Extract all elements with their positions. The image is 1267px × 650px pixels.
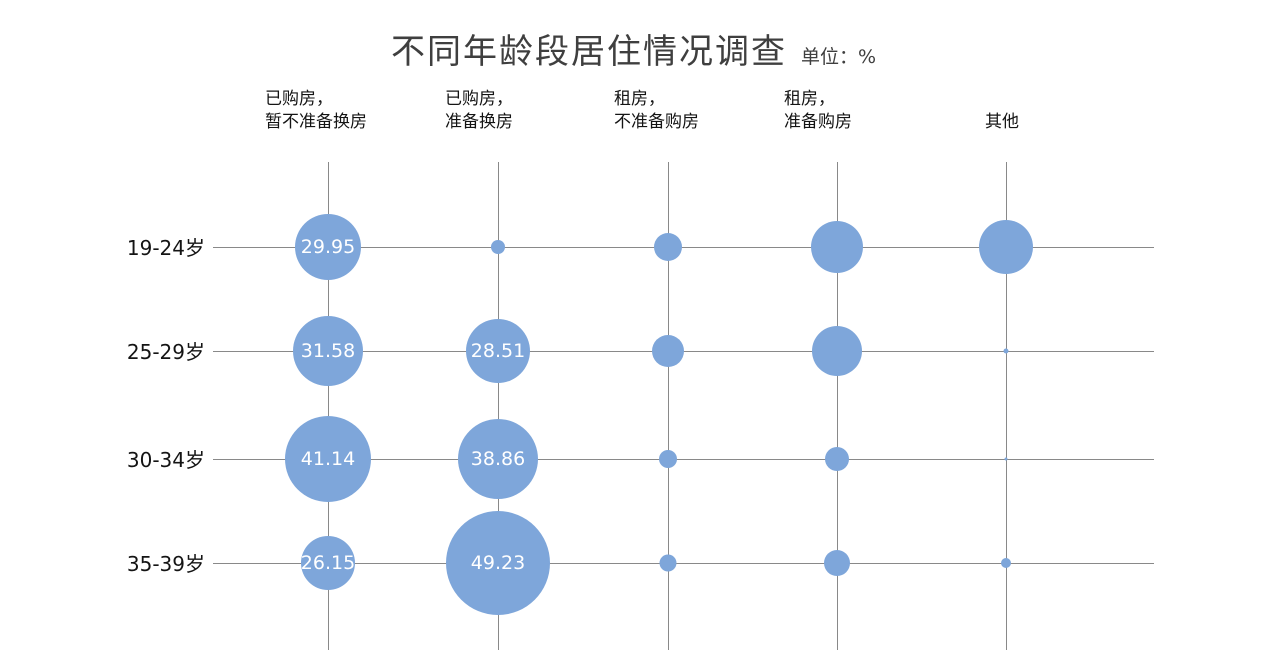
column-header-3: 租房， 不准备购房 bbox=[614, 88, 699, 134]
bubble-r2-c5 bbox=[1003, 348, 1009, 354]
column-header-line: 暂不准备换房 bbox=[265, 112, 367, 132]
horizontal-gridline-row-1 bbox=[213, 246, 1154, 248]
bubble-value-label: 26.15 bbox=[301, 552, 355, 574]
bubble-value-label: 49.23 bbox=[470, 552, 526, 574]
vertical-gridline-col-3 bbox=[667, 162, 669, 650]
bubble-value-label: 38.86 bbox=[470, 448, 526, 470]
bubble-r1-c4 bbox=[811, 221, 863, 273]
chart-unit-label: 单位：% bbox=[800, 46, 877, 68]
vertical-gridline-col-1 bbox=[327, 162, 329, 650]
horizontal-gridline-row-4 bbox=[213, 562, 1154, 564]
bubble-r4-c3 bbox=[659, 554, 677, 572]
column-header-line: 准备购房 bbox=[784, 112, 852, 132]
vertical-gridline-col-5 bbox=[1005, 162, 1007, 650]
bubble-r3-c2: 38.86 bbox=[458, 419, 538, 499]
vertical-gridline-col-4 bbox=[836, 162, 838, 650]
chart-title-row: 不同年龄段居住情况调查 单位：% bbox=[0, 24, 1267, 73]
column-header-line: 不准备购房 bbox=[614, 112, 699, 132]
row-label-1: 19-24岁 bbox=[126, 235, 205, 260]
bubble-value-label: 31.58 bbox=[300, 340, 356, 362]
bubble-r3-c5 bbox=[1004, 457, 1008, 461]
bubble-r4-c1: 26.15 bbox=[301, 536, 355, 590]
row-label-2: 25-29岁 bbox=[126, 339, 205, 364]
column-header-line: 租房， bbox=[784, 89, 835, 109]
bubble-r1-c3 bbox=[654, 233, 682, 261]
column-header-line: 准备换房 bbox=[445, 112, 513, 132]
bubble-r4-c2: 49.23 bbox=[446, 511, 550, 615]
column-header-2: 已购房， 准备换房 bbox=[445, 88, 513, 134]
bubble-r3-c3 bbox=[659, 450, 677, 468]
column-header-line: 已购房， bbox=[265, 89, 333, 109]
bubble-r1-c2 bbox=[491, 240, 505, 254]
column-header-line: 租房， bbox=[614, 89, 665, 109]
bubble-r2-c3 bbox=[652, 335, 684, 367]
bubble-r2-c4 bbox=[812, 326, 862, 376]
chart-title: 不同年龄段居住情况调查 bbox=[390, 32, 787, 72]
bubble-value-label: 41.14 bbox=[300, 448, 356, 470]
row-label-4: 35-39岁 bbox=[126, 551, 205, 576]
column-header-1: 已购房， 暂不准备换房 bbox=[265, 88, 367, 134]
horizontal-gridline-row-3 bbox=[213, 458, 1154, 460]
bubble-r4-c5 bbox=[1001, 558, 1011, 568]
bubble-value-label: 29.95 bbox=[300, 236, 356, 258]
row-label-3: 30-34岁 bbox=[126, 447, 205, 472]
bubble-r3-c4 bbox=[825, 447, 849, 471]
bubble-r1-c5 bbox=[979, 220, 1033, 274]
column-header-5: 其他 bbox=[985, 111, 1019, 134]
column-header-line: 其他 bbox=[985, 112, 1019, 132]
bubble-r2-c2: 28.51 bbox=[466, 319, 530, 383]
bubble-r1-c1: 29.95 bbox=[295, 214, 361, 280]
bubble-value-label: 28.51 bbox=[470, 340, 526, 362]
column-header-4: 租房， 准备购房 bbox=[784, 88, 852, 134]
bubble-r3-c1: 41.14 bbox=[285, 416, 371, 502]
bubble-r2-c1: 31.58 bbox=[293, 316, 363, 386]
column-header-line: 已购房， bbox=[445, 89, 513, 109]
vertical-gridline-col-2 bbox=[497, 162, 499, 650]
bubble-r4-c4 bbox=[824, 550, 850, 576]
